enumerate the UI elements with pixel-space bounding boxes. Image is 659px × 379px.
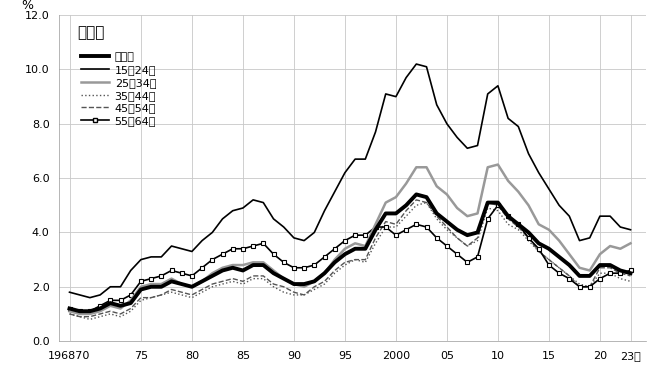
25～34歳 (422, 165, 430, 169)
年齢計 (280, 276, 288, 281)
45～54歳 (65, 312, 73, 316)
55～64歳 (494, 203, 502, 208)
45～54歳 (515, 225, 523, 229)
15～24歳 (392, 94, 400, 99)
年齢計 (392, 211, 400, 216)
15～24歳 (433, 103, 441, 107)
25～34歳 (86, 312, 94, 316)
25～34歳 (443, 192, 451, 197)
55～64歳 (280, 260, 288, 265)
55～64歳 (76, 309, 84, 313)
55～64歳 (443, 244, 451, 248)
45～54歳 (76, 315, 84, 319)
25～34歳 (76, 312, 84, 316)
年齢計 (86, 309, 94, 313)
45～54歳 (627, 274, 635, 278)
25～34歳 (494, 162, 502, 167)
Text: 男女計: 男女計 (77, 25, 104, 40)
年齢計 (627, 271, 635, 276)
55～64歳 (422, 225, 430, 229)
45～54歳 (280, 285, 288, 289)
45～54歳 (413, 197, 420, 202)
25～34歳 (515, 190, 523, 194)
25～34歳 (280, 276, 288, 281)
25～34歳 (627, 241, 635, 246)
15～24歳 (413, 62, 420, 66)
45～54歳 (392, 222, 400, 227)
35～44歳 (65, 312, 73, 316)
55～64歳 (392, 233, 400, 237)
年齢計 (515, 222, 523, 227)
年齢計 (65, 306, 73, 311)
35～44歳 (76, 315, 84, 319)
55～64歳 (515, 222, 523, 227)
Line: 25～34歳: 25～34歳 (69, 164, 631, 314)
15～24歳 (76, 293, 84, 297)
55～64歳 (627, 268, 635, 273)
35～44歳 (453, 236, 461, 240)
年齢計 (453, 227, 461, 232)
25～34歳 (65, 309, 73, 313)
年齢計 (433, 211, 441, 216)
35～44歳 (86, 317, 94, 322)
15～24歳 (515, 124, 523, 129)
55～64歳 (86, 309, 94, 313)
15～24歳 (280, 225, 288, 229)
年齢計 (413, 192, 420, 197)
55～64歳 (65, 306, 73, 311)
45～54歳 (86, 315, 94, 319)
35～44歳 (627, 279, 635, 283)
Text: %: % (21, 0, 33, 12)
Line: 年齢計: 年齢計 (69, 194, 631, 311)
45～54歳 (453, 236, 461, 240)
Line: 15～24歳: 15～24歳 (69, 64, 631, 298)
25～34歳 (392, 195, 400, 199)
Line: 55～64歳: 55～64歳 (67, 203, 633, 314)
年齢計 (76, 309, 84, 313)
35～44歳 (515, 227, 523, 232)
Legend: 年齢計, 15～24歳, 25～34歳, 35～44歳, 45～54歳, 55～64歳: 年齢計, 15～24歳, 25～34歳, 35～44歳, 45～54歳, 55～… (77, 48, 161, 130)
35～44歳 (422, 200, 430, 205)
15～24歳 (627, 227, 635, 232)
35～44歳 (392, 225, 400, 229)
35～44歳 (433, 217, 441, 221)
Line: 45～54歳: 45～54歳 (69, 200, 631, 317)
45～54歳 (433, 214, 441, 218)
15～24歳 (65, 290, 73, 294)
Line: 35～44歳: 35～44歳 (69, 203, 631, 319)
15～24歳 (86, 295, 94, 300)
35～44歳 (280, 290, 288, 294)
15～24歳 (453, 135, 461, 140)
